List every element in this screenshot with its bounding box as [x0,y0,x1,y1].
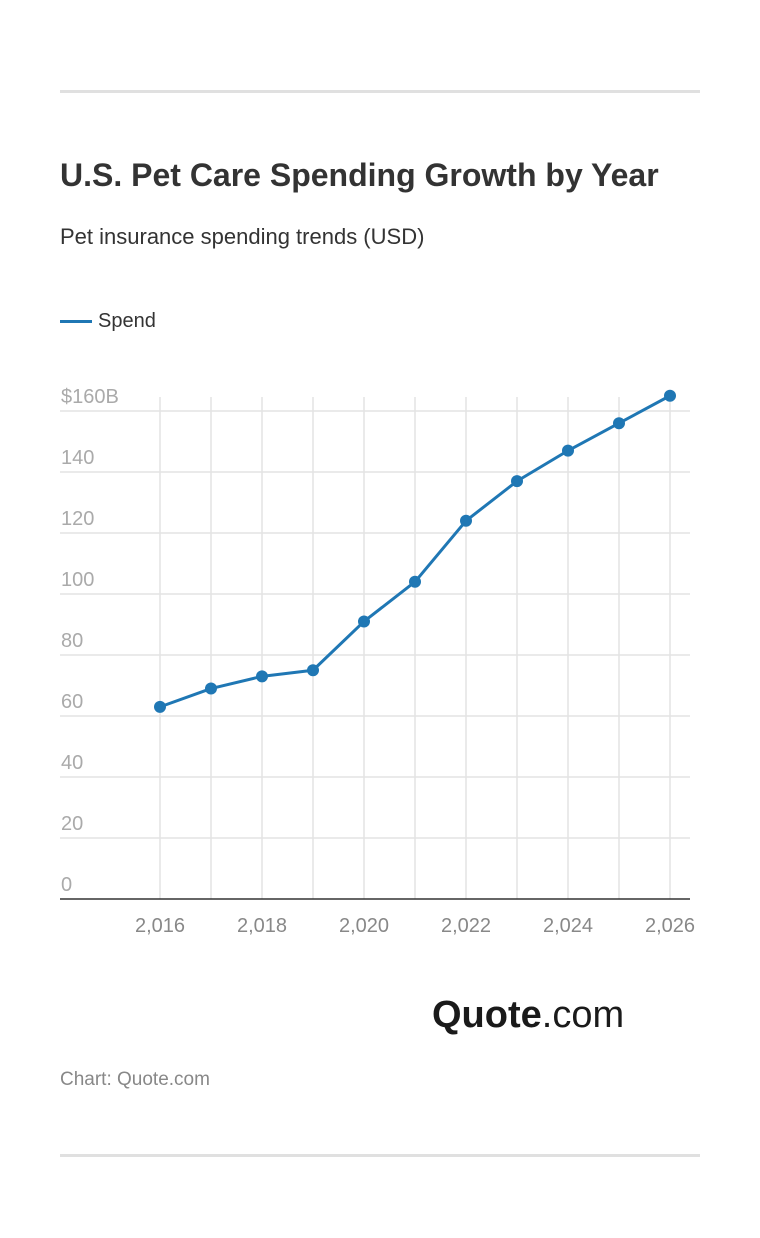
legend-swatch [60,320,92,323]
x-tick-label: 2,020 [339,915,389,937]
line-chart: 0 20 40 60 80 100 120 140 $160B 2,016 2,018 2,020 2,… [60,386,695,937]
data-point [256,670,268,683]
x-tick-label: 2,024 [543,915,593,937]
y-tick-label: 100 [61,569,94,591]
y-tick-label: 0 [61,874,72,896]
chart-source: Chart: Quote.com [60,1069,210,1090]
data-point [664,389,676,402]
x-tick-label: 2,026 [645,915,695,937]
legend-label: Spend [98,310,156,332]
y-tick-label: 120 [61,508,94,530]
y-tick-label: 20 [61,813,83,835]
data-point [511,475,523,488]
x-tick-label: 2,018 [237,915,287,937]
data-point [307,664,319,677]
y-tick-label: 80 [61,630,83,652]
legend: Spend [60,310,156,333]
y-tick-label: 140 [61,447,94,469]
data-point [409,575,421,588]
top-divider [60,90,700,93]
data-point [460,514,472,527]
data-point [613,417,625,430]
y-tick-label: $160B [61,386,119,408]
logo-bold: Quote [432,994,542,1036]
data-point [154,700,166,713]
bottom-divider [60,1154,700,1157]
data-point [562,444,574,457]
x-tick-label: 2,022 [441,915,491,937]
chart-subtitle: Pet insurance spending trends (USD) [60,224,425,249]
logo-light: .com [541,994,625,1036]
y-tick-label: 40 [61,752,83,774]
y-tick-label: 60 [61,691,83,713]
chart-title: U.S. Pet Care Spending Growth by Year [60,157,659,193]
x-tick-label: 2,016 [135,915,185,937]
quote-logo: Quote.com [432,994,624,1037]
data-point [205,682,217,695]
data-point [358,615,370,628]
